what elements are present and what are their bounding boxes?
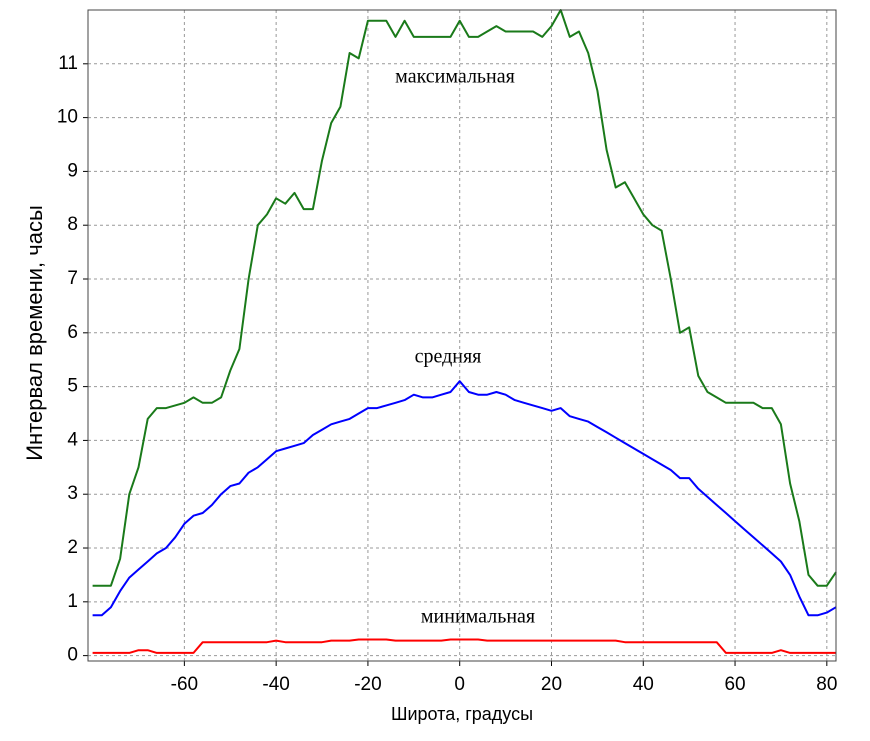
y-tick-label: 9 (67, 160, 78, 181)
y-tick-label: 7 (67, 268, 78, 289)
y-tick-label: 2 (67, 537, 78, 558)
y-tick-label: 10 (57, 107, 78, 128)
x-tick-label: 60 (724, 674, 745, 695)
y-tick-label: 8 (67, 214, 78, 235)
x-tick-label: 20 (541, 674, 562, 695)
y-tick-label: 5 (67, 376, 78, 397)
x-axis-label: Широта, градусы (391, 704, 533, 724)
x-tick-label: 0 (454, 674, 465, 695)
series-annotation: минимальная (421, 606, 535, 628)
y-tick-label: 0 (67, 645, 78, 666)
series-line (92, 9, 837, 587)
y-tick-label: 1 (67, 591, 78, 612)
series-annotation: максимальная (395, 66, 515, 88)
y-tick-label: 4 (67, 429, 78, 450)
series-line (92, 638, 836, 654)
x-tick-label: -60 (171, 674, 198, 695)
x-tick-label: 80 (816, 674, 837, 695)
series-line (92, 380, 837, 617)
x-tick-label: -20 (354, 674, 381, 695)
y-axis-label: Интервал времени, часы (22, 205, 47, 461)
plot-frame (87, 9, 837, 662)
x-tick-label: 40 (633, 674, 654, 695)
y-tick-label: 6 (67, 322, 78, 343)
y-tick-label: 3 (67, 483, 78, 504)
y-tick-label: 11 (58, 53, 78, 74)
series-annotation: средняя (415, 346, 482, 368)
x-tick-label: -40 (262, 674, 289, 695)
